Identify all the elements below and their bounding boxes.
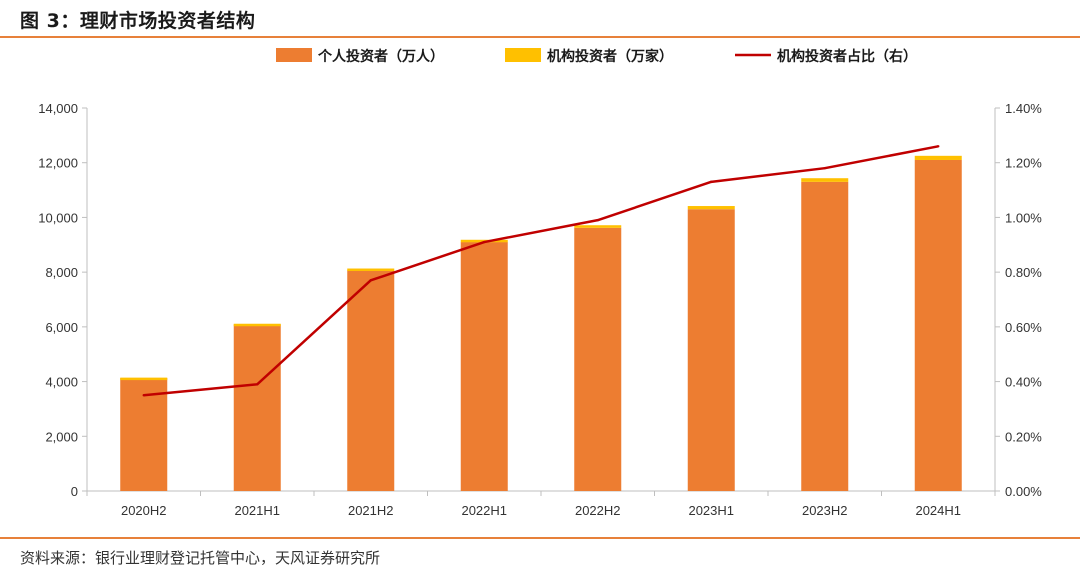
- ratio-point: [937, 145, 940, 148]
- right-tick-label: 0.40%: [1005, 375, 1042, 390]
- bar-individual: [120, 378, 168, 491]
- ratio-point: [142, 394, 145, 397]
- x-axis-ticks: 2020H2 2021H1 2021H2 2022H1 2022H2 2023H1 2023…: [86, 491, 996, 518]
- x-tick-label: 2024H1: [915, 503, 961, 518]
- left-tick-label: 0: [71, 484, 78, 499]
- bar-individual: [233, 324, 281, 491]
- x-tick-label: 2021H1: [234, 503, 280, 518]
- chart: 个人投资者（万人） 机构投资者（万家） 机构投资者占比（右） 0 2,000 4,0…: [38, 48, 1042, 518]
- legend-label-institution: 机构投资者（万家）: [547, 48, 673, 65]
- right-tick-label: 1.20%: [1005, 156, 1042, 171]
- right-tick-label: 0.80%: [1005, 265, 1042, 280]
- ratio-line-layer: [142, 145, 940, 397]
- bar-individual: [347, 270, 395, 491]
- ratio-point: [596, 218, 599, 222]
- ratio-line: [143, 145, 939, 397]
- right-tick-label: 1.40%: [1005, 101, 1042, 116]
- top-rule: [0, 36, 1080, 38]
- right-tick-label: 1.00%: [1005, 210, 1042, 225]
- bar-institution: [687, 206, 735, 210]
- x-tick-label: 2022H1: [461, 503, 507, 518]
- left-tick-label: 4,000: [45, 375, 78, 390]
- right-axis-ticks: 0.00% 0.20% 0.40% 0.60% 0.80% 1.00% 1.20% 1.40%: [995, 101, 1042, 499]
- x-tick-label: 2022H2: [575, 503, 621, 518]
- right-tick-label: 0.20%: [1005, 429, 1042, 444]
- bar-individual: [801, 181, 849, 491]
- ratio-point: [256, 383, 259, 386]
- bar-individual: [574, 227, 622, 491]
- left-tick-label: 8,000: [45, 265, 78, 280]
- x-tick-label: 2021H2: [348, 503, 394, 518]
- x-tick-label: 2023H1: [688, 503, 734, 518]
- ratio-point: [483, 240, 486, 244]
- left-tick-label: 2,000: [45, 429, 78, 444]
- left-tick-label: 10,000: [38, 210, 78, 225]
- bar-individual: [914, 159, 962, 491]
- left-tick-label: 6,000: [45, 320, 78, 335]
- left-tick-label: 14,000: [38, 101, 78, 116]
- bar-institution: [120, 377, 168, 381]
- bar-individual: [687, 209, 735, 491]
- right-tick-label: 0.60%: [1005, 320, 1042, 335]
- ratio-point: [710, 180, 713, 184]
- ratio-point: [823, 166, 826, 170]
- legend: 个人投资者（万人） 机构投资者（万家） 机构投资者占比（右）: [276, 48, 917, 65]
- bar-institution: [914, 155, 962, 160]
- right-tick-label: 0.00%: [1005, 484, 1042, 499]
- bar-individual: [460, 242, 508, 491]
- figure-title: 图 3：理财市场投资者结构: [20, 10, 256, 32]
- legend-label-ratio: 机构投资者占比（右）: [777, 48, 917, 65]
- bar-institution: [233, 323, 281, 327]
- legend-swatch-institution: [505, 48, 541, 62]
- bottom-rule: [0, 537, 1080, 539]
- axes: [86, 108, 996, 492]
- bar-institution: [801, 178, 849, 182]
- bar-institution: [347, 268, 395, 272]
- legend-label-individual: 个人投资者（万人）: [317, 48, 444, 65]
- source-note: 资料来源：银行业理财登记托管中心，天风证券研究所: [20, 549, 381, 567]
- legend-swatch-individual: [276, 48, 312, 62]
- x-tick-label: 2020H2: [121, 503, 167, 518]
- bars: [120, 155, 962, 491]
- bar-institution: [574, 225, 622, 228]
- ratio-point: [369, 279, 372, 282]
- left-axis-ticks: 0 2,000 4,000 6,000 8,000 10,000 12,000 14,000: [38, 101, 87, 499]
- x-tick-label: 2023H2: [802, 503, 848, 518]
- left-tick-label: 12,000: [38, 156, 78, 171]
